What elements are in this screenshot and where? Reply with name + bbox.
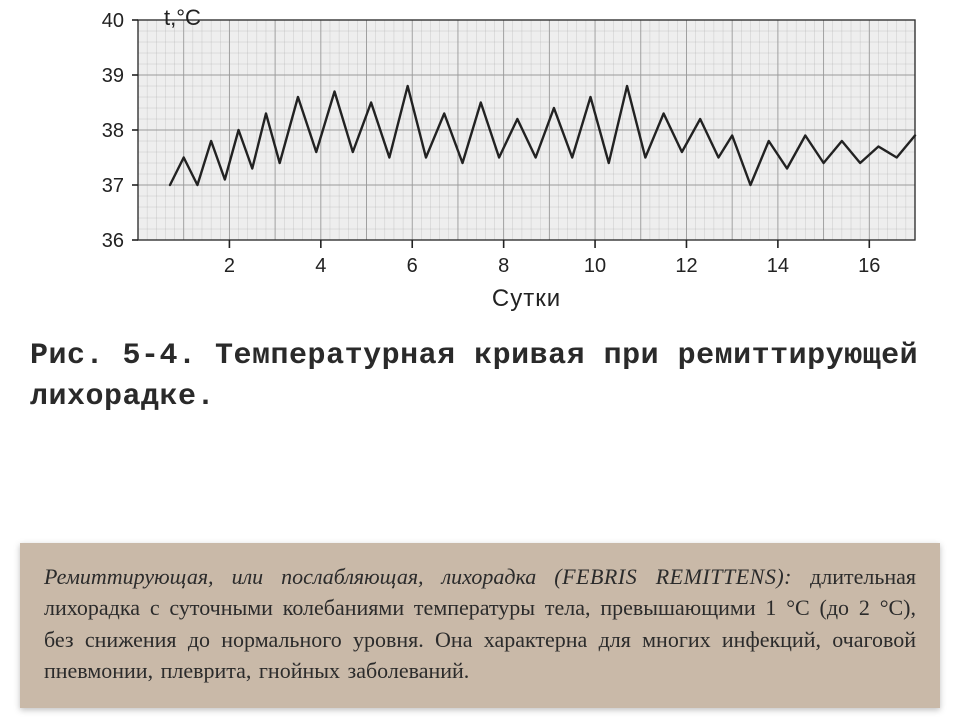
description-lead: Ремиттирующая, или послабляющая, лихорад…	[44, 564, 536, 589]
description-latin: (FEBRIS REMITTENS):	[554, 564, 792, 589]
svg-text:16: 16	[858, 255, 880, 277]
figure-number: Рис. 5-4.	[30, 339, 197, 373]
svg-text:40: 40	[102, 10, 124, 32]
svg-text:10: 10	[584, 255, 606, 277]
description-text: Ремиттирующая, или послабляющая, лихорад…	[44, 561, 916, 686]
svg-text:36: 36	[102, 230, 124, 252]
svg-text:39: 39	[102, 65, 124, 87]
svg-text:37: 37	[102, 175, 124, 197]
figure-caption: Рис. 5-4. Температурная кривая при ремит…	[30, 336, 930, 417]
svg-text:t,°C: t,°C	[164, 8, 201, 30]
chart-svg: 36 37 38 39 40 t,°C 2 4 6 8 10 12 14 16 Сутки	[60, 8, 930, 318]
svg-text:38: 38	[102, 120, 124, 142]
svg-text:12: 12	[675, 255, 697, 277]
description-box: Ремиттирующая, или послабляющая, лихорад…	[20, 543, 940, 708]
svg-text:8: 8	[498, 255, 509, 277]
svg-text:4: 4	[315, 255, 326, 277]
svg-text:6: 6	[407, 255, 418, 277]
svg-text:Сутки: Сутки	[492, 285, 561, 312]
svg-text:2: 2	[224, 255, 235, 277]
temperature-chart: 36 37 38 39 40 t,°C 2 4 6 8 10 12 14 16 Сутки	[60, 8, 930, 318]
svg-text:14: 14	[767, 255, 789, 277]
